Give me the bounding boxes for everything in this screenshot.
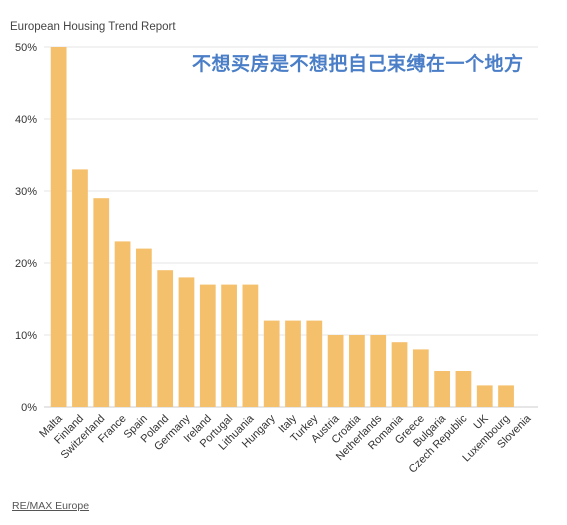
bar bbox=[114, 241, 131, 407]
bar bbox=[72, 169, 88, 407]
y-tick-label: 10% bbox=[15, 330, 37, 342]
overlay-title: 不想买房是不想把自己束缚在一个地方 bbox=[192, 54, 524, 75]
y-axis-ticks: 0% 10% 20% 30% 40% 50% bbox=[15, 42, 37, 414]
y-tick-label: 20% bbox=[15, 258, 37, 270]
bar bbox=[285, 320, 301, 407]
chart-subtitle: European Housing Trend Report bbox=[10, 21, 176, 33]
bar bbox=[412, 349, 429, 407]
bar bbox=[455, 371, 472, 407]
bar bbox=[434, 371, 451, 407]
bar bbox=[135, 248, 152, 407]
bar bbox=[349, 335, 365, 407]
y-tick-label: 40% bbox=[15, 114, 37, 126]
y-tick-label: 0% bbox=[21, 402, 37, 414]
bar bbox=[306, 320, 323, 407]
bar bbox=[50, 47, 67, 407]
bar bbox=[327, 335, 344, 407]
bar bbox=[476, 385, 493, 407]
source-link[interactable]: RE/MAX Europe bbox=[12, 500, 90, 512]
bar bbox=[263, 320, 280, 407]
bar bbox=[498, 385, 514, 407]
y-tick-label: 50% bbox=[15, 42, 37, 54]
bar bbox=[391, 342, 408, 407]
bar bbox=[178, 277, 195, 407]
bar bbox=[157, 270, 174, 407]
bar bbox=[370, 335, 387, 407]
bar bbox=[199, 284, 216, 407]
bar bbox=[221, 284, 237, 407]
y-tick-label: 30% bbox=[15, 186, 37, 198]
x-axis-ticks: MaltaFinlandSwitzerlandFranceSpainPoland… bbox=[37, 412, 534, 476]
bars bbox=[50, 47, 514, 407]
bar bbox=[242, 284, 259, 407]
bar bbox=[93, 198, 110, 407]
